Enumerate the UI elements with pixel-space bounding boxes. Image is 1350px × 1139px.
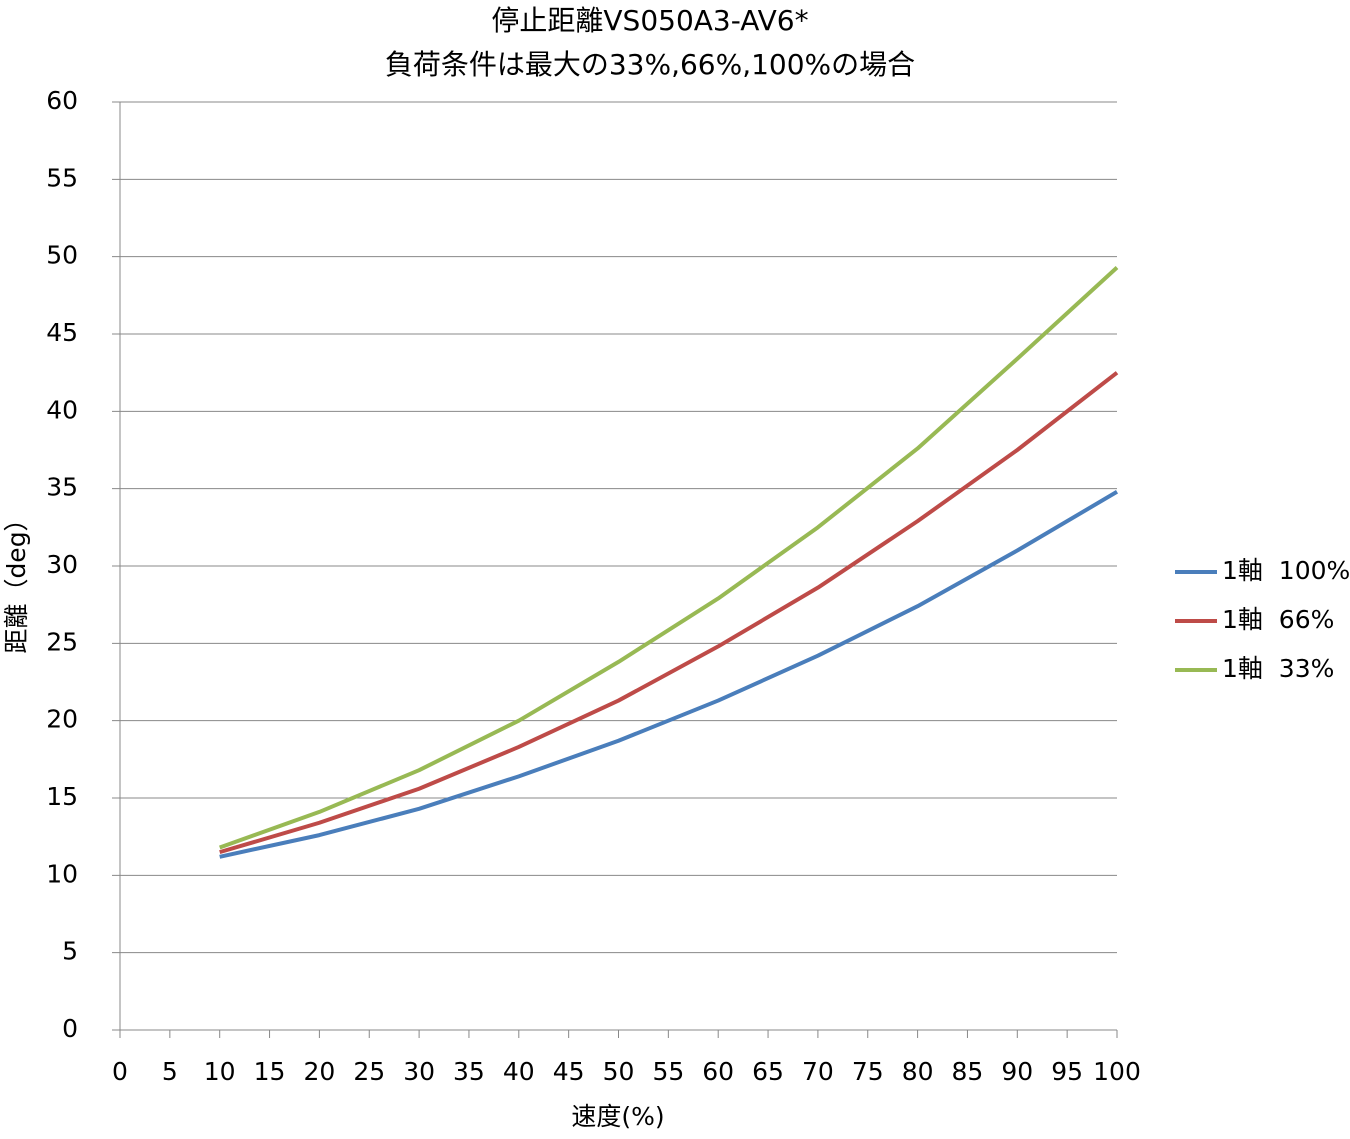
x-tick-label: 45	[553, 1057, 585, 1086]
x-tick-label: 10	[204, 1057, 236, 1086]
y-tick-label: 60	[46, 86, 78, 115]
y-tick-label: 15	[46, 782, 78, 811]
x-tick-label: 25	[353, 1057, 385, 1086]
x-tick-label: 85	[952, 1057, 984, 1086]
x-tick-label: 0	[112, 1057, 128, 1086]
y-tick-label: 0	[62, 1014, 78, 1043]
y-tick-label: 10	[46, 859, 78, 888]
x-tick-label: 100	[1093, 1057, 1141, 1086]
y-tick-label: 25	[46, 627, 78, 656]
x-tick-label: 5	[162, 1057, 178, 1086]
x-tick-label: 70	[802, 1057, 834, 1086]
legend-label: 1軸 33%	[1222, 654, 1334, 683]
chart-title: 停止距離VS050A3-AV6*	[491, 4, 808, 37]
x-tick-label: 50	[603, 1057, 635, 1086]
y-tick-label: 5	[62, 937, 78, 966]
y-tick-label: 20	[46, 705, 78, 734]
series-line	[219, 266, 1119, 850]
x-tick-label: 55	[652, 1057, 684, 1086]
x-tick-label: 35	[453, 1057, 485, 1086]
y-axis-label: 距離（deg）	[2, 506, 31, 653]
y-tick-label: 30	[46, 550, 78, 579]
y-tick-label: 35	[46, 473, 78, 502]
x-axis-label: 速度(%)	[571, 1102, 664, 1131]
x-tick-label: 20	[303, 1057, 335, 1086]
x-tick-label: 30	[403, 1057, 435, 1086]
chart-subtitle: 負荷条件は最大の33%,66%,100%の場合	[385, 48, 915, 81]
x-tick-label: 15	[254, 1057, 286, 1086]
x-tick-label: 40	[503, 1057, 535, 1086]
legend-label: 1軸 100%	[1222, 556, 1350, 585]
x-tick-label: 90	[1001, 1057, 1033, 1086]
y-tick-label: 45	[46, 318, 78, 347]
x-tick-label: 65	[752, 1057, 784, 1086]
x-tick-label: 60	[702, 1057, 734, 1086]
series-line	[219, 490, 1119, 859]
y-tick-label: 50	[46, 241, 78, 270]
y-tick-label: 55	[46, 163, 78, 192]
series-line	[219, 371, 1119, 855]
x-tick-label: 95	[1051, 1057, 1083, 1086]
x-tick-label: 80	[902, 1057, 934, 1086]
legend-label: 1軸 66%	[1222, 605, 1334, 634]
y-tick-label: 40	[46, 395, 78, 424]
x-tick-label: 75	[852, 1057, 884, 1086]
